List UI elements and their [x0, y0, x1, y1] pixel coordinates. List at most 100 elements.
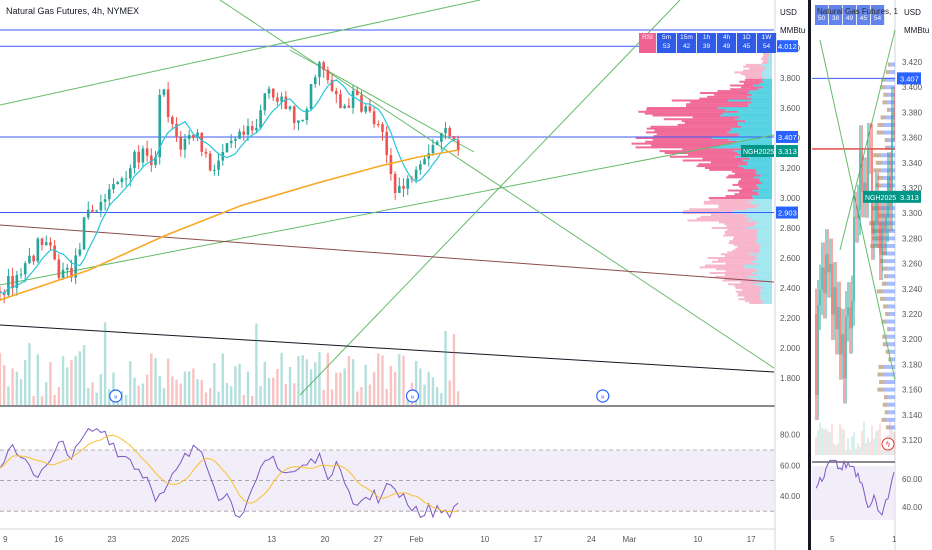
volume-profile-bar — [752, 93, 772, 96]
right-price-tick: 3.120 — [902, 436, 923, 445]
volume-profile-bar — [755, 240, 772, 243]
candle-body — [372, 111, 376, 125]
volume-profile-bar — [707, 95, 748, 98]
right-volume-bar — [815, 437, 817, 455]
time-tick-label: 23 — [107, 535, 116, 544]
volume-bar — [314, 362, 317, 405]
volume-profile-bar — [752, 195, 772, 198]
volume-profile-bar — [638, 110, 738, 113]
volume-profile-bar — [759, 245, 772, 248]
candle-body — [376, 124, 380, 126]
volume-bar — [57, 386, 61, 405]
right-price-tick: 3.180 — [902, 360, 923, 369]
right-volume-profile — [878, 364, 885, 369]
right-volume-profile — [873, 153, 881, 158]
volume-profile-bar — [692, 116, 740, 119]
volume-profile-bar — [732, 183, 757, 186]
volume-profile-bar — [710, 161, 748, 164]
candle-body — [452, 136, 456, 141]
volume-bar — [0, 353, 2, 405]
volume-profile-bar — [769, 54, 772, 57]
chart-icons[interactable]: » » » ϟ — [109, 389, 895, 451]
right-volume-bar — [863, 421, 865, 455]
right-candle-body — [883, 222, 885, 230]
volume-profile-bar — [745, 213, 772, 216]
volume-bar — [356, 391, 359, 405]
volume-bar — [78, 351, 82, 405]
candle-body — [61, 269, 65, 278]
volume-profile-bar — [756, 223, 772, 226]
right-volume-profile — [877, 387, 895, 392]
volume-profile-bar — [760, 281, 772, 284]
right-volume-profile — [881, 281, 895, 286]
volume-bar — [343, 368, 346, 405]
volume-profile-bar — [738, 292, 760, 295]
volume-bar — [305, 359, 309, 405]
right-volume-profile — [877, 123, 895, 127]
volume-bar — [11, 368, 14, 405]
candle-body — [440, 133, 443, 142]
right-candle-body — [861, 150, 863, 193]
volume-profile-bar — [650, 125, 742, 128]
volume-profile-bar — [747, 161, 772, 164]
right-chart-title: Natural Gas Futures, 1 — [817, 7, 898, 16]
volume-profile-bar — [760, 296, 772, 299]
volume-profile-bar — [751, 101, 772, 104]
right-volume-profile — [883, 274, 888, 279]
volume-profile-bar — [743, 69, 763, 72]
volume-profile-bar — [727, 228, 758, 231]
volume-profile-bar — [646, 107, 719, 109]
volume-bar — [112, 372, 115, 405]
volume-profile-bar — [635, 137, 713, 139]
candle-body — [192, 135, 195, 138]
volume-bar — [347, 355, 351, 405]
volume-profile-bar — [723, 234, 756, 237]
volume-bar — [229, 386, 233, 405]
right-volume-profile — [881, 251, 895, 256]
volume-profile-bar — [764, 65, 772, 68]
volume-profile-bar — [745, 215, 772, 218]
volume-profile-bar — [748, 200, 772, 203]
volume-profile-bar — [757, 228, 772, 231]
volume-profile-bar — [759, 294, 772, 297]
volume-bar — [196, 379, 199, 405]
candle-body — [65, 267, 69, 270]
volume-profile-bar — [740, 178, 760, 181]
right-volume-bar — [827, 430, 829, 455]
time-tick-label: 16 — [54, 535, 63, 544]
volume-bar — [213, 363, 216, 405]
right-volume-bar — [829, 432, 831, 455]
volume-profile-bar — [726, 176, 755, 179]
price-tick-label: 1.800 — [780, 374, 801, 383]
rsi-table-cell: 1D 45 — [737, 33, 757, 53]
volume-profile-bar — [696, 165, 739, 168]
right-volume-profile — [882, 334, 887, 339]
volume-profile-bar — [707, 257, 756, 259]
candle-body — [32, 255, 35, 262]
volume-bar — [45, 382, 48, 405]
candle-body — [389, 155, 393, 174]
right-volume-profile — [885, 312, 889, 316]
volume-bar — [398, 354, 401, 405]
candle-body — [242, 131, 246, 135]
volume-bar — [137, 385, 140, 405]
volume-bar — [154, 358, 157, 405]
volume-bar — [145, 374, 149, 405]
time-axis[interactable]: 9 16 23 2025 13 20 27 Feb 10 17 24 Mar 10 17 — [3, 535, 756, 544]
secondary-chart-panel[interactable]: USDMMBtu3.4203.4003.3803.3603.3403.3203.… — [812, 0, 929, 550]
right-price-tick: 3.220 — [902, 310, 923, 319]
volume-profile-bar — [759, 82, 772, 85]
right-volume-profile — [885, 312, 895, 316]
right-rsi-value: 50 — [817, 15, 826, 22]
price-tick-label: 2.600 — [780, 254, 801, 263]
right-volume-profile — [879, 85, 886, 90]
volume-profile-bar — [750, 260, 772, 263]
candle-body — [145, 148, 149, 156]
right-candle-body — [849, 307, 851, 329]
right-volume-bar — [845, 449, 847, 455]
candle-body — [259, 110, 262, 128]
volume-bar — [431, 377, 435, 405]
volume-bar — [301, 355, 304, 405]
right-volume-bar — [865, 443, 867, 455]
